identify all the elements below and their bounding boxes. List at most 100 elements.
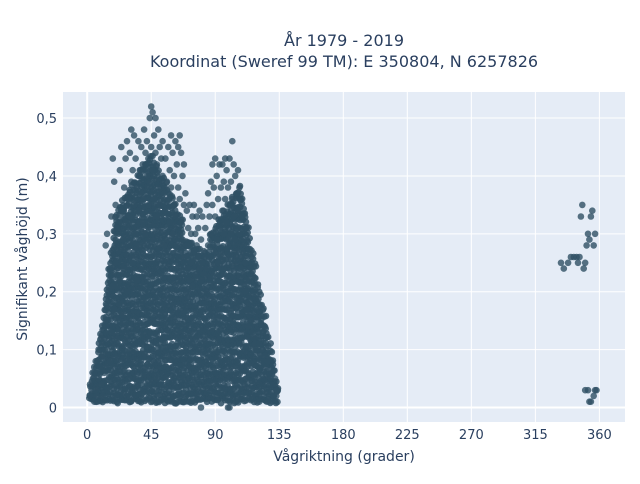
x-axis-label: Vågriktning (grader) [273,448,415,465]
data-point [234,207,242,214]
data-point [240,236,247,243]
x-tick-label: 360 [587,428,612,443]
y-tick-label: 0,3 [36,228,57,243]
data-point [230,213,237,220]
data-point-density [245,224,252,231]
grid-lines [63,92,625,422]
data-point [103,230,111,238]
data-point [103,346,111,353]
data-point [264,398,272,406]
data-point [220,178,228,185]
data-point [217,184,225,191]
data-point [223,219,230,226]
data-point [128,178,135,185]
data-point-density [257,291,265,299]
data-point [209,201,216,209]
data-point [109,282,117,290]
data-point [146,178,154,185]
data-point [581,259,589,267]
data-point [213,236,220,243]
data-point [156,143,163,151]
data-point [152,149,159,157]
data-point [126,149,134,157]
data-point [184,224,192,232]
data-point [169,230,176,238]
data-point [147,103,155,110]
data-point [216,224,223,232]
data-point [157,224,165,232]
chart-title-line-1: År 1979 - 2019 [284,31,404,50]
data-point [155,126,162,133]
data-point [254,329,262,336]
data-point [105,288,112,296]
data-point [587,398,595,406]
data-point [583,242,590,249]
data-point [237,265,245,272]
data-point [119,311,127,319]
data-point [98,334,105,342]
data-point [129,259,136,267]
data-point [263,363,270,371]
data-point [219,161,226,168]
data-point [142,149,149,157]
data-point [196,207,203,214]
data-point-density [274,398,281,406]
data-point [128,126,135,133]
data-point [199,213,206,220]
data-point [96,363,104,371]
data-point [192,271,199,278]
data-point [580,265,587,272]
data-point [199,259,206,267]
data-point [135,137,142,145]
data-point [224,242,232,249]
data-point [200,271,208,278]
data-point [172,213,179,220]
data-point [210,247,218,255]
data-point [197,404,205,411]
data-point-density [188,239,195,247]
data-point [95,375,102,382]
data-point [170,172,178,180]
data-point [91,369,98,377]
data-point [140,126,148,133]
data-point [155,184,162,191]
data-point [274,386,282,394]
data-point [149,109,156,116]
data-point-density [250,250,257,257]
data-point [244,300,252,307]
data-point [183,207,191,214]
data-point [122,219,129,226]
data-point [239,247,246,255]
data-point [152,114,159,122]
data-point [186,276,193,284]
data-point [236,184,243,191]
data-point [271,375,279,382]
data-point [204,190,212,197]
data-point [116,166,124,174]
data-points [86,103,600,411]
data-point [133,184,141,191]
data-point-density [246,235,253,242]
data-point [217,247,225,255]
data-point [180,161,188,168]
data-point [162,207,169,214]
data-point [153,213,161,220]
data-point-density [268,348,276,356]
data-point [196,265,203,272]
data-point-density [269,357,277,364]
data-point [110,305,118,313]
data-point [113,334,121,342]
data-point [102,317,109,325]
data-point [214,195,222,203]
data-point [169,149,176,157]
data-point [142,230,149,238]
data-point [150,195,158,203]
data-point [253,346,260,353]
data-point [593,386,600,394]
data-point [163,178,171,185]
data-point [108,213,115,220]
data-point [116,276,124,284]
data-point [233,190,240,197]
data-point [163,236,171,243]
data-point [234,166,242,174]
